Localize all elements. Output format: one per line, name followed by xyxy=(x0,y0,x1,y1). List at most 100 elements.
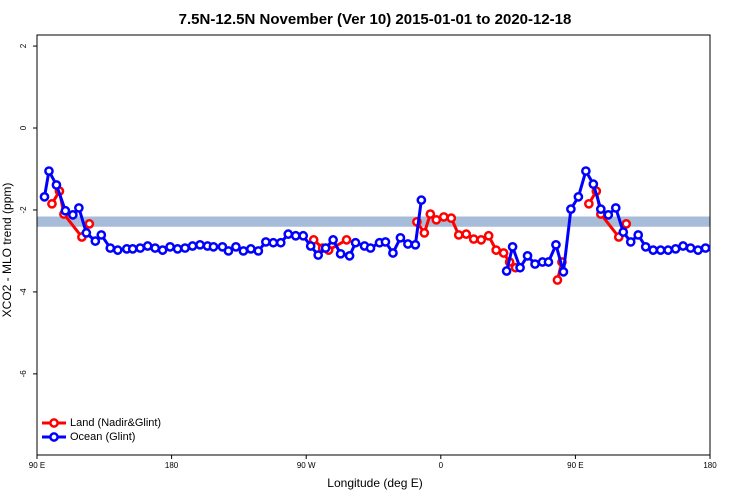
data-point xyxy=(68,210,78,220)
legend-label: Ocean (Glint) xyxy=(70,431,135,443)
data-point xyxy=(416,195,427,205)
data-point xyxy=(165,241,175,252)
data-point xyxy=(238,246,249,256)
data-point xyxy=(483,230,494,241)
data-point xyxy=(290,230,301,241)
x-tick-label: 90 E xyxy=(567,461,583,470)
data-point xyxy=(655,245,666,255)
data-point xyxy=(44,166,54,176)
data-point xyxy=(260,237,271,247)
x-tick-label: 180 xyxy=(165,461,179,470)
data-point xyxy=(335,248,346,259)
data-point xyxy=(305,241,316,251)
data-point xyxy=(530,259,540,269)
data-point xyxy=(74,203,84,213)
data-point xyxy=(610,203,621,213)
data-point xyxy=(268,237,279,248)
data-point xyxy=(135,243,146,253)
data-point xyxy=(246,244,256,254)
data-point xyxy=(223,246,234,256)
data-point xyxy=(172,244,183,254)
data-point xyxy=(431,214,442,225)
data-point xyxy=(112,245,123,255)
data-point xyxy=(633,230,644,240)
data-point xyxy=(365,243,376,253)
data-point xyxy=(388,248,398,258)
x-axis-label: Longitude (deg E) xyxy=(327,476,422,490)
data-point xyxy=(558,266,569,277)
data-point xyxy=(507,241,518,252)
data-point xyxy=(491,245,501,255)
data-point xyxy=(501,266,512,276)
data-point xyxy=(621,219,632,229)
data-point xyxy=(328,235,338,245)
data-point xyxy=(425,209,436,219)
data-point xyxy=(468,234,479,244)
data-point xyxy=(640,241,651,252)
data-point xyxy=(127,244,138,254)
data-point xyxy=(670,244,681,254)
data-point xyxy=(81,228,92,238)
data-point xyxy=(573,192,584,202)
y-tick-label: 0 xyxy=(19,125,28,130)
y-tick-label: -6 xyxy=(19,370,28,378)
data-point xyxy=(253,246,264,256)
data-point xyxy=(320,243,331,253)
data-point xyxy=(298,230,309,241)
data-point xyxy=(522,251,533,261)
series-line xyxy=(50,189,628,281)
data-point xyxy=(313,250,324,260)
data-point xyxy=(341,235,352,245)
reference-band xyxy=(37,216,710,227)
data-point xyxy=(157,245,168,255)
data-point xyxy=(84,219,95,229)
data-point xyxy=(438,212,449,222)
data-point xyxy=(588,179,599,190)
data-point xyxy=(96,230,107,240)
data-point xyxy=(395,232,406,243)
data-point xyxy=(39,192,50,202)
x-tick-label: 180 xyxy=(703,461,717,470)
data-point xyxy=(603,210,614,220)
data-point xyxy=(380,237,391,247)
y-axis-label: XCO2 - MLO trend (ppm) xyxy=(0,183,14,318)
data-point xyxy=(403,239,413,249)
data-point xyxy=(90,236,101,246)
data-point xyxy=(581,166,591,176)
data-point xyxy=(498,248,509,258)
data-point xyxy=(552,275,563,285)
data-point xyxy=(476,235,487,245)
data-point xyxy=(461,229,472,239)
y-tick-label: -2 xyxy=(19,206,28,214)
legend-marker xyxy=(49,432,59,442)
data-point xyxy=(344,251,355,261)
y-tick-label: -4 xyxy=(19,288,28,296)
legend-marker xyxy=(49,418,59,428)
x-tick-label: 0 xyxy=(439,461,444,470)
data-point xyxy=(187,241,198,251)
x-tick-label: 90 E xyxy=(29,461,45,470)
data-point xyxy=(51,180,62,190)
legend-label: Land (Nadir&Glint) xyxy=(70,417,161,429)
y-tick-label: 2 xyxy=(19,43,28,48)
data-point xyxy=(419,228,430,238)
data-point xyxy=(693,245,703,255)
data-point xyxy=(618,227,629,237)
data-point xyxy=(700,243,711,253)
data-point xyxy=(180,243,190,253)
data-point xyxy=(648,245,659,255)
plot-frame xyxy=(36,34,711,456)
data-point xyxy=(283,229,294,239)
data-point xyxy=(231,241,241,252)
data-point xyxy=(47,198,57,209)
chart-title: 7.5N-12.5N November (Ver 10) 2015-01-01 … xyxy=(179,11,572,28)
data-point xyxy=(150,243,160,253)
data-point xyxy=(275,237,286,248)
data-point xyxy=(410,239,421,250)
data-point xyxy=(566,204,576,214)
data-point xyxy=(543,257,554,267)
data-point xyxy=(685,243,696,253)
data-point xyxy=(515,262,525,273)
